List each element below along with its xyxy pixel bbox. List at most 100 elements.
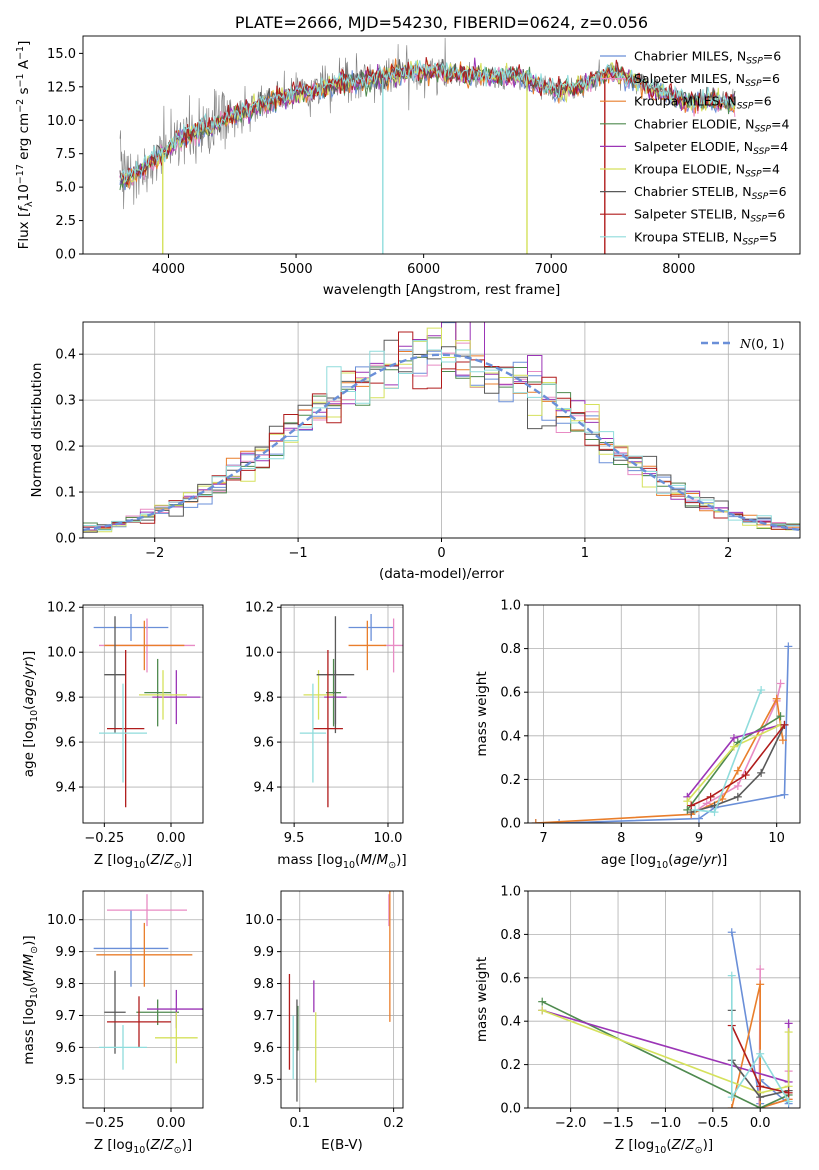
errorbar-point-7 <box>312 649 343 808</box>
x-tick-label: 5000 <box>280 262 313 277</box>
weight-marker-8 <box>756 1049 765 1058</box>
x-tick-label: −1.0 <box>650 1116 682 1131</box>
x-tick-label: 0.1 <box>289 1116 310 1131</box>
x-axis-label: wavelength [Angstrom, rest frame] <box>323 282 561 298</box>
normal-reference-curve <box>82 353 801 532</box>
y-tick-label: 9.6 <box>55 1041 76 1056</box>
x-tick-label: 8 <box>617 831 625 846</box>
legend-label-3: Chabrier ELODIE, NSSP=4 <box>634 116 789 134</box>
errorbar-point-8 <box>99 1025 147 1070</box>
y-tick-label: 5.0 <box>55 181 76 196</box>
errorbar-point-5 <box>139 670 187 720</box>
errorbar-point-5 <box>155 1012 198 1064</box>
legend-label-1: Salpeter MILES, NSSP=6 <box>634 71 780 89</box>
errorbar-point-2 <box>104 620 185 671</box>
y-tick-label: 0.8 <box>500 642 521 657</box>
y-tick-label: 9.7 <box>55 1009 76 1024</box>
weight-marker-7 <box>756 1082 765 1091</box>
errorbar-point-5 <box>303 670 334 720</box>
weight-marker-3 <box>776 712 785 721</box>
errorbar-point-0 <box>348 613 394 641</box>
y-tick-label: 9.5 <box>55 1073 76 1088</box>
x-tick-label: −0.5 <box>697 1116 729 1131</box>
legend-label-7: Salpeter STELIB, NSSP=6 <box>634 207 785 225</box>
weight-marker-2 <box>756 980 765 989</box>
y-tick-label: 0.2 <box>55 440 76 455</box>
weight-marker-6 <box>757 768 766 777</box>
y-tick-label: 9.4 <box>253 781 274 796</box>
x-tick-label: 8000 <box>662 262 695 277</box>
x-tick-label: 7 <box>539 831 547 846</box>
legend-label-5: Kroupa ELODIE, NSSP=4 <box>634 162 780 180</box>
y-axis-label: mass weight <box>474 671 490 756</box>
y-tick-label: 15.0 <box>47 47 76 62</box>
errorbar-point-6 <box>104 970 126 1054</box>
legend-label-6: Chabrier STELIB, NSSP=6 <box>634 184 787 202</box>
errorbar-point-6 <box>104 616 126 734</box>
y-tick-label: 10.2 <box>245 601 274 616</box>
legend-label-0: Chabrier MILES, NSSP=6 <box>634 49 781 67</box>
errorbar-point-3 <box>136 999 179 1026</box>
y-tick-label: 10.2 <box>47 601 76 616</box>
y-tick-label: 7.5 <box>55 147 76 162</box>
x-tick-label: 9 <box>695 831 703 846</box>
y-tick-label: 0.6 <box>500 971 521 986</box>
y-tick-label: 10.0 <box>47 646 76 661</box>
y-tick-label: 0.4 <box>55 348 76 363</box>
weight-marker-2 <box>778 736 787 745</box>
weight-marker-2 <box>772 694 781 703</box>
weight-line-2 <box>731 984 789 1108</box>
x-tick-label: 0 <box>437 546 445 561</box>
y-tick-label: 0.0 <box>55 248 76 263</box>
y-tick-label: 0.4 <box>500 1015 521 1030</box>
y-tick-label: 9.9 <box>55 945 76 960</box>
y-tick-label: 9.8 <box>55 977 76 992</box>
model-line-8 <box>119 60 736 184</box>
weight-marker-7 <box>784 1088 793 1097</box>
y-tick-label: 9.6 <box>253 1041 274 1056</box>
y-tick-label: 10.0 <box>245 913 274 928</box>
scatter-axes-frame <box>82 604 204 824</box>
weight-marker-0 <box>727 928 736 937</box>
errorbar-point-2 <box>96 922 193 987</box>
weight-marker-6 <box>733 792 742 801</box>
scatter-axes-frame <box>280 890 404 1109</box>
x-tick-label: 6000 <box>407 262 440 277</box>
y-tick-label: 10.0 <box>47 114 76 129</box>
weight-marker-2 <box>727 1104 736 1108</box>
x-tick-label: 7000 <box>535 262 568 277</box>
x-tick-label: 2 <box>724 546 732 561</box>
weight-marker-3 <box>538 997 547 1006</box>
weight-axes-frame <box>527 890 801 1109</box>
model-line-6 <box>119 59 736 185</box>
x-tick-label: −0.25 <box>84 1116 124 1131</box>
errorbar-point-2 <box>348 620 387 671</box>
x-axis-label-ebv: E(B-V) <box>321 1137 363 1153</box>
y-tick-label: 9.9 <box>253 945 274 960</box>
x-tick-label: 10.0 <box>374 831 403 846</box>
y-tick-label: 9.7 <box>253 1009 274 1024</box>
y-tick-label: 0.0 <box>500 1102 521 1117</box>
y-axis-label: Normed distribution <box>29 363 45 498</box>
x-tick-label: 0.00 <box>157 831 186 846</box>
x-tick-label: −2 <box>145 546 164 561</box>
y-tick-label: 9.8 <box>253 691 274 706</box>
legend-label-2: Kroupa MILES, NSSP=6 <box>634 94 772 112</box>
x-axis-label-age: age [log10(age/yr)] <box>601 852 727 871</box>
y-tick-label: 0.1 <box>55 486 76 501</box>
x-tick-label: −0.25 <box>84 831 124 846</box>
weight-marker-3 <box>756 1104 765 1108</box>
y-axis-label: Flux [fλ10−17 erg cm−2 s−1 A−1] <box>15 41 35 250</box>
y-tick-label: 0.2 <box>500 773 521 788</box>
x-tick-label: −1 <box>289 546 308 561</box>
weight-marker-6 <box>756 1093 765 1102</box>
x-tick-label: 10 <box>768 831 785 846</box>
scatter-axes-frame <box>280 604 404 824</box>
y-tick-label: 9.4 <box>55 781 76 796</box>
y-tick-label: 0.0 <box>500 817 521 832</box>
errorbar-point-7 <box>107 649 145 808</box>
x-axis-label-metallicity-2: Z [log10(Z/Z⊙)] <box>94 1137 192 1156</box>
weight-marker-7 <box>741 771 750 780</box>
errorbar-point-0 <box>93 613 169 641</box>
